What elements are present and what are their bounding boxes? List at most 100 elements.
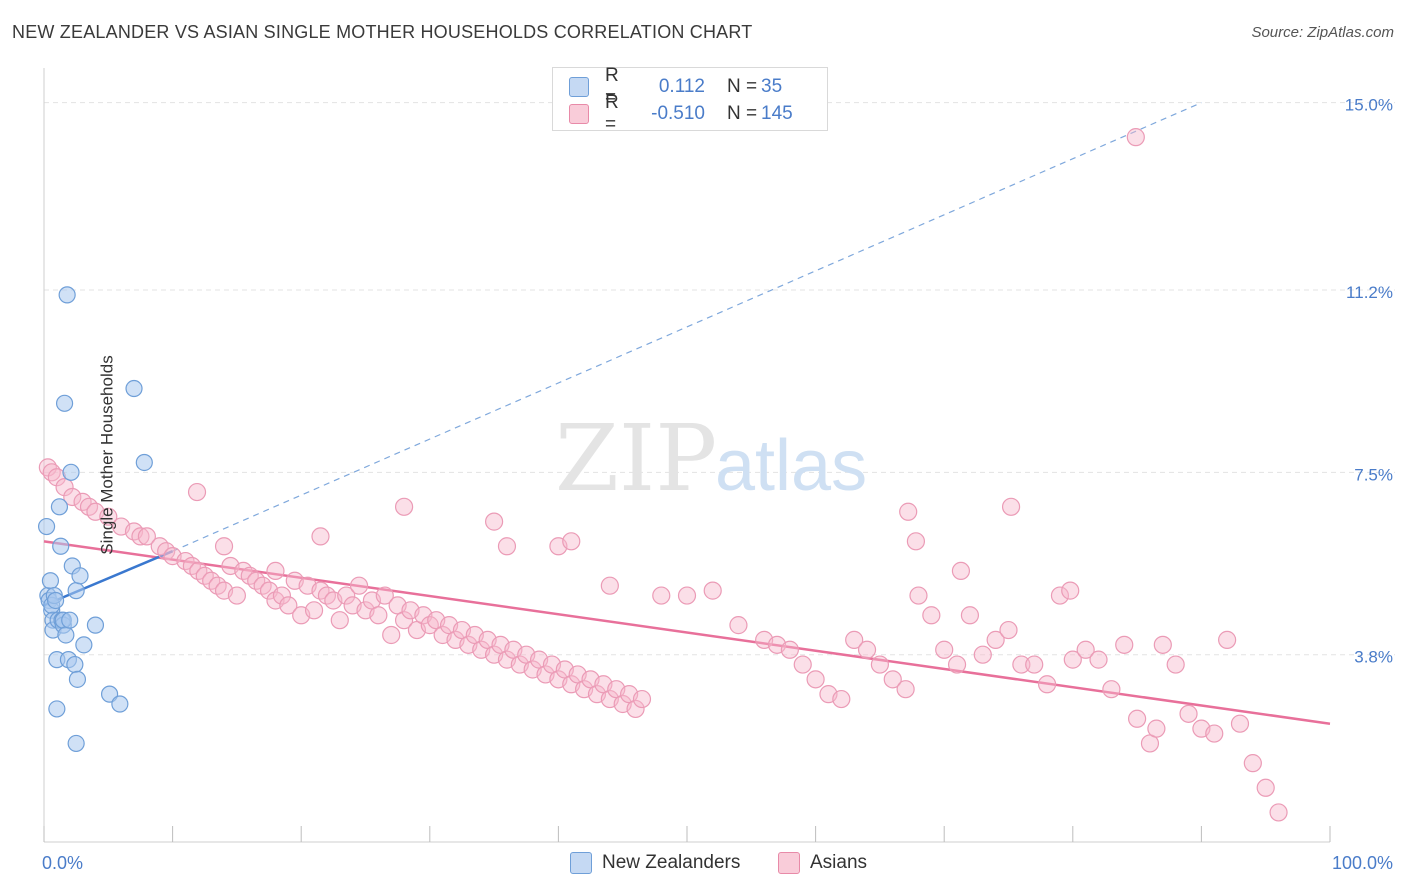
asians-point	[1050, 586, 1070, 605]
legend-label-new-zealanders: New Zealanders	[602, 852, 741, 873]
asians-point	[1147, 719, 1166, 738]
asians-point	[652, 586, 671, 605]
asians-point	[497, 537, 517, 556]
stats-legend: R = 0.112 N = 35 R = -0.510 N = 145	[552, 65, 828, 135]
asians-point	[632, 689, 652, 709]
asians-point	[1230, 714, 1250, 733]
data-points	[37, 128, 1288, 822]
asians-point	[896, 680, 915, 699]
asians-point	[394, 497, 414, 516]
r-label: R =	[605, 92, 619, 135]
asians-point	[1037, 675, 1057, 694]
new-zealanders-point	[68, 670, 87, 688]
new-zealanders-point	[61, 611, 79, 629]
asians-point	[1126, 128, 1145, 147]
new-zealanders-point	[75, 636, 93, 654]
asians-point	[137, 527, 156, 546]
asians-point	[922, 606, 941, 625]
asians-point	[832, 689, 851, 709]
r-value: -0.510	[651, 103, 705, 124]
asians-point	[227, 586, 246, 605]
new-zealanders-point	[135, 453, 153, 472]
new-zealanders-point	[125, 379, 143, 398]
legend-item-new-zealanders[interactable]: New Zealanders	[570, 852, 740, 874]
r-value: 0.112	[658, 76, 705, 97]
asians-point	[1218, 630, 1237, 650]
asians-point	[1102, 680, 1121, 699]
y-tick-label: 3.8%	[1354, 648, 1393, 667]
new-zealanders-point	[111, 695, 129, 713]
asians-point	[330, 611, 349, 630]
asians-point	[1153, 635, 1172, 654]
asians-point	[382, 625, 401, 645]
x-tick-label: 0.0%	[42, 853, 83, 873]
asians-point	[375, 586, 394, 605]
asians-point	[909, 586, 928, 605]
y-axis-label: Single Mother Households	[97, 355, 117, 555]
new-zealanders-point	[58, 286, 76, 304]
asians-point	[600, 576, 619, 595]
new-zealanders-point	[37, 517, 56, 536]
asians-point	[806, 670, 825, 689]
asians-point	[1061, 581, 1080, 600]
asians-point	[311, 527, 330, 546]
asians-point	[729, 616, 748, 635]
asians-point	[1243, 754, 1262, 773]
asians-point	[1127, 709, 1147, 728]
trend-lines	[43, 102, 1331, 725]
asians-point	[1269, 803, 1288, 822]
new-zealanders-point	[48, 700, 66, 718]
stats-row-asians: R = -0.510 N = 145	[569, 92, 801, 135]
new-zealanders-trend-line	[43, 550, 174, 607]
asians-point	[780, 640, 799, 659]
y-tick-label: 15.0%	[1345, 96, 1393, 115]
asians-point	[1025, 655, 1044, 674]
asians-point	[1012, 655, 1031, 674]
asians-point	[349, 576, 369, 595]
n-label: N =	[727, 76, 758, 97]
asians-point	[883, 670, 902, 689]
n-value: 145	[761, 103, 793, 124]
legend-label-asians: Asians	[810, 852, 868, 873]
new-zealanders-point	[66, 655, 84, 674]
asians-point	[973, 645, 992, 664]
asians-point	[187, 482, 207, 502]
new-zealanders-point	[46, 591, 65, 610]
chart-title: NEW ZEALANDER VS ASIAN SINGLE MOTHER HOU…	[12, 22, 753, 42]
legend-swatch-asians	[778, 852, 800, 874]
grid	[44, 102, 1395, 656]
asians-point	[562, 532, 581, 551]
r-label: R =	[605, 65, 619, 108]
n-value: 35	[761, 76, 783, 97]
swatch-asians	[569, 104, 589, 124]
new-zealanders-point	[55, 394, 74, 412]
new-zealanders-trend-extension	[172, 102, 1202, 552]
asians-point	[394, 611, 414, 630]
asians-point	[951, 561, 971, 581]
asians-point	[935, 640, 954, 659]
asians-point	[1115, 635, 1134, 654]
n-label: N =	[727, 103, 758, 124]
asians-point	[626, 699, 645, 719]
asians-point	[485, 512, 504, 531]
legend-item-asians[interactable]: Asians	[778, 852, 867, 874]
asians-point	[369, 606, 388, 625]
asians-point	[272, 586, 292, 605]
asians-point	[63, 487, 82, 507]
asians-point	[1256, 778, 1275, 797]
asians-point	[279, 596, 298, 615]
asians-point	[304, 601, 324, 620]
asians-point	[214, 537, 234, 556]
asians-point	[870, 655, 890, 674]
new-zealanders-point	[67, 582, 85, 600]
source-label: Source: ZipAtlas.com	[1251, 24, 1394, 41]
tick-labels: 3.8% 7.5% 11.2% 15.0% 0.0% 100.0%	[42, 96, 1393, 873]
asians-point	[999, 620, 1018, 640]
new-zealanders-point	[67, 734, 85, 753]
new-zealanders-point	[52, 537, 70, 555]
asians-point	[1076, 640, 1095, 659]
asians-point	[947, 655, 967, 674]
asians-point	[131, 527, 150, 546]
